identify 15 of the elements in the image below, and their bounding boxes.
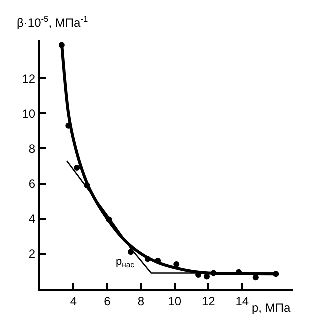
y-tick-label: 6 [28, 176, 36, 191]
y-tick-label: 10 [22, 106, 36, 121]
x-tick-label: 4 [70, 294, 78, 308]
x-tick-label: 10 [168, 294, 182, 308]
y-tick-label: 12 [22, 72, 36, 86]
x-axis-title: p, МПа [252, 301, 291, 315]
annotation: p$_{нас}$ [116, 256, 135, 270]
x-tick-label: 8 [138, 294, 145, 308]
y-tick-label: 4 [28, 212, 36, 226]
y-tick-label: 8 [28, 142, 36, 156]
y-axis-title: β·10$^{-5}$, МПа$^{-1}$ [17, 14, 88, 30]
x-tick-label: 12 [202, 294, 216, 308]
x-tick-label: 6 [104, 294, 112, 308]
x-tick-label: 14 [236, 294, 250, 308]
y-tick-label: 2 [28, 247, 36, 262]
